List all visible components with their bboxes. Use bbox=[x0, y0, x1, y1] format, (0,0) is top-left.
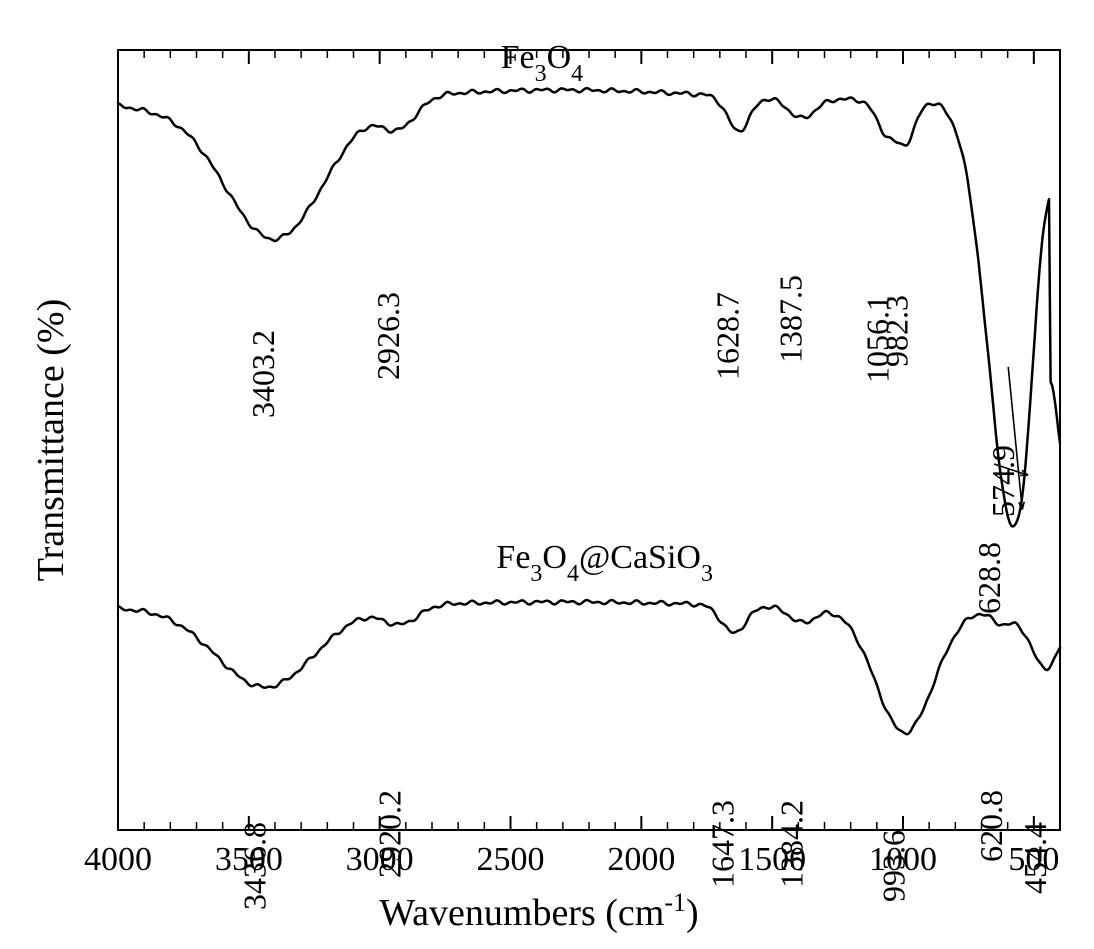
spectrum-fe3o4 bbox=[118, 88, 1060, 526]
peak-label: 1628.7 bbox=[709, 292, 745, 380]
peak-label: 1387.5 bbox=[773, 275, 809, 363]
x-tick-label: 2000 bbox=[607, 841, 675, 878]
x-tick-label: 2500 bbox=[477, 841, 545, 878]
spectrum-fe3o4-casio3 bbox=[118, 600, 1060, 734]
peak-label: 628.8 bbox=[971, 542, 1007, 614]
chart-svg: 4000350030002500200015001000500Wavenumbe… bbox=[0, 0, 1094, 949]
x-tick-label: 4000 bbox=[84, 841, 152, 878]
ftir-chart: 4000350030002500200015001000500Wavenumbe… bbox=[0, 0, 1094, 949]
peak-label: 620.8 bbox=[973, 790, 1009, 862]
peak-label: 574.9 bbox=[985, 445, 1021, 517]
series-label-fe3o4-casio3: Fe3O4@CaSiO3 bbox=[496, 539, 713, 587]
y-axis-label: Transmittance (%) bbox=[30, 299, 72, 581]
peak-label: 3436.8 bbox=[236, 822, 272, 910]
peak-label: 993.6 bbox=[876, 830, 912, 902]
peak-label: 2920.2 bbox=[372, 790, 408, 878]
peak-label: 454.4 bbox=[1017, 822, 1053, 894]
x-axis-label: Wavenumbers (cm-1) bbox=[379, 888, 698, 935]
series-label-fe3o4: Fe3O4 bbox=[501, 39, 584, 87]
peak-label: 1384.2 bbox=[773, 800, 809, 888]
peak-label: 982.3 bbox=[879, 295, 915, 367]
peak-label: 1647.3 bbox=[705, 800, 741, 888]
peak-label: 3403.2 bbox=[245, 330, 281, 418]
peak-label: 2926.3 bbox=[370, 292, 406, 380]
